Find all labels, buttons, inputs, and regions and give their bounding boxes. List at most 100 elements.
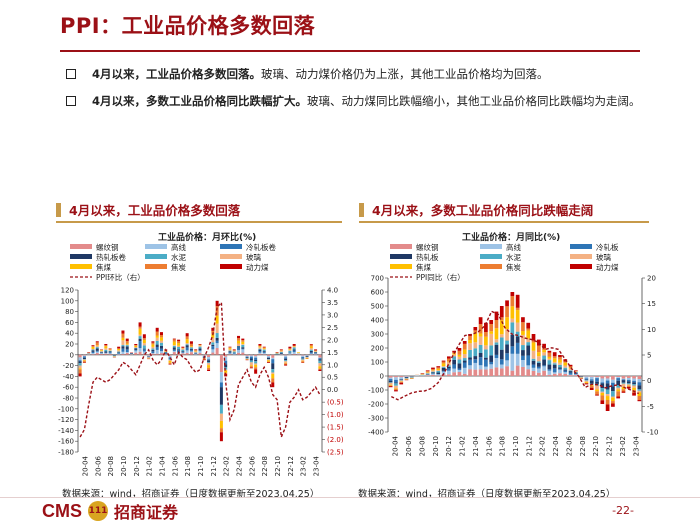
bar-segment	[211, 352, 215, 355]
bar-segment	[515, 365, 520, 376]
x-tick-label: 22-04	[236, 455, 244, 476]
bar-segment	[536, 362, 541, 367]
bar-segment	[632, 376, 636, 379]
bar-segment	[431, 368, 435, 371]
bar-segment	[78, 368, 82, 370]
legend-swatch	[145, 264, 167, 269]
bar-segment	[245, 357, 249, 359]
bar-segment	[301, 358, 305, 360]
bar-segment	[600, 376, 605, 379]
bar-segment	[224, 367, 228, 370]
left-tick-label: -100	[58, 405, 74, 413]
bar-segment	[130, 353, 134, 355]
checkbox-square-icon	[66, 69, 76, 79]
bar-segment	[172, 345, 176, 346]
bar-segment	[309, 352, 313, 354]
bar-segment	[637, 385, 642, 390]
x-tick-label: 22-02	[223, 456, 231, 476]
bar-segment	[198, 350, 202, 352]
bar-segment	[245, 354, 249, 356]
right-tick-label: -10	[647, 429, 658, 437]
bar-segment	[611, 403, 615, 407]
bar-segment	[521, 355, 525, 361]
bar-segment	[138, 341, 142, 349]
bar-segment	[394, 388, 398, 389]
bar-segment	[95, 341, 99, 343]
bar-segment	[198, 344, 202, 345]
bar-segment	[91, 350, 95, 352]
bar-segment	[215, 315, 219, 324]
bar-segment	[142, 343, 146, 346]
bar-segment	[211, 342, 215, 345]
bar-segment	[441, 360, 446, 362]
bar-segment	[177, 339, 181, 342]
bar-segment	[78, 373, 82, 377]
left-panel-title: 4月以来，工业品价格多数回落	[56, 200, 240, 220]
bar-segment	[207, 357, 211, 360]
right-tick-label: (2.0)	[327, 436, 344, 444]
bar-segment	[605, 394, 610, 397]
bar-segment	[91, 345, 95, 346]
bar-segment	[305, 357, 309, 359]
legend-label: 热轧板	[416, 252, 439, 262]
bar-segment	[189, 346, 193, 347]
bar-segment	[82, 359, 86, 361]
bar-segment	[536, 368, 541, 373]
bar-segment	[526, 330, 531, 339]
bar-segment	[452, 364, 456, 369]
bar-segment	[526, 338, 531, 343]
bar-segment	[142, 349, 146, 352]
right-tick-label: 3.0	[327, 311, 338, 319]
bar-segment	[431, 371, 435, 373]
bar-segment	[632, 392, 636, 396]
bar-segment	[104, 344, 108, 346]
x-tick-label: 20-08	[418, 436, 426, 456]
bar-segment	[189, 349, 193, 352]
bar-segment	[309, 344, 313, 347]
bar-segment	[484, 345, 488, 350]
bar-segment	[147, 357, 151, 359]
bar-segment	[198, 353, 202, 355]
bar-segment	[134, 347, 138, 349]
bar-segment	[314, 352, 318, 354]
bar-segment	[318, 354, 322, 358]
bar-segment	[552, 368, 557, 373]
bar-segment	[228, 354, 232, 355]
bar-segment	[309, 346, 313, 349]
bar-segment	[104, 348, 108, 350]
bar-segment	[249, 365, 253, 367]
bar-segment	[473, 332, 478, 343]
bar-segment	[611, 396, 615, 398]
left-tick-label: 120	[61, 287, 74, 295]
right-tick-label: (1.5)	[327, 424, 344, 432]
x-tick-label: 20-12	[133, 456, 141, 476]
legend-swatch	[480, 244, 502, 249]
legend-label: 螺纹钢	[416, 242, 439, 252]
bar-segment	[318, 357, 322, 359]
bar-segment	[388, 381, 393, 383]
bar-segment	[249, 360, 253, 363]
right-panel-rule	[359, 221, 649, 223]
bar-segment	[526, 322, 531, 329]
x-tick-label: 22-04	[552, 435, 560, 456]
bar-segment	[211, 344, 215, 347]
bar-segment	[258, 346, 262, 348]
bar-segment	[211, 333, 215, 338]
bar-segment	[457, 359, 462, 364]
chart-title: 工业品价格：月同比(%)	[462, 231, 560, 243]
left-tick-label: -140	[58, 427, 74, 435]
x-tick-label: 21-10	[512, 436, 520, 456]
bar-segment	[241, 344, 245, 345]
legend-label: 焦炭	[171, 262, 186, 272]
bar-segment	[271, 373, 275, 379]
bar-segment	[515, 353, 520, 366]
bar-segment	[138, 326, 142, 329]
left-tick-label: 60	[65, 319, 74, 327]
bar-segment	[241, 352, 245, 355]
bar-segment	[125, 352, 129, 353]
bar-segment	[584, 379, 589, 381]
panel-marker-icon	[359, 203, 364, 217]
left-tick-label: 0	[70, 351, 74, 359]
bar-segment	[271, 369, 275, 373]
bar-segment	[288, 349, 292, 351]
